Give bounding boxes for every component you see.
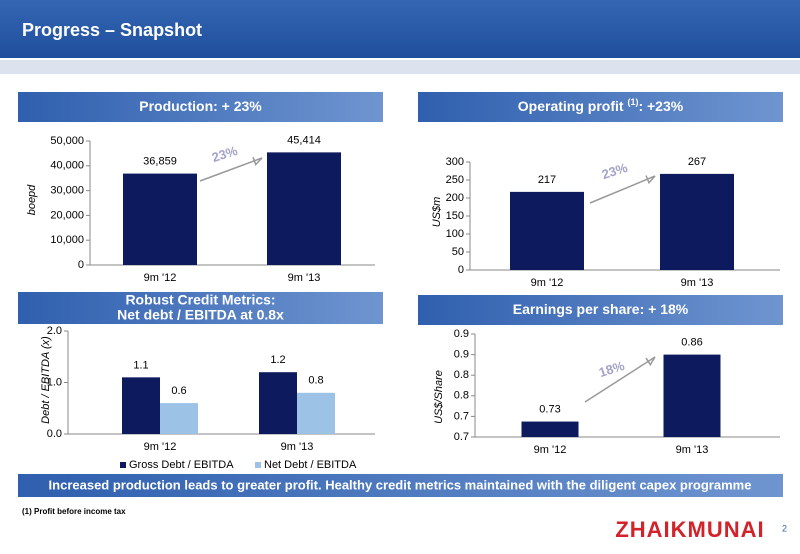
- y-tick-label: 0.8: [454, 369, 469, 381]
- bar: [297, 392, 335, 434]
- growth-arrowhead: [252, 156, 263, 166]
- x-tick-label: 9m '12: [534, 444, 567, 456]
- y-tick-label: 100: [446, 228, 464, 240]
- chart-banner: [418, 92, 783, 122]
- growth-annotation: 18%: [597, 358, 627, 380]
- chart-title-main: Operating profit: [518, 98, 628, 114]
- y-axis-label: US$m: [431, 197, 443, 228]
- bar: [160, 403, 198, 434]
- y-tick-label: 0: [458, 264, 464, 276]
- chart-title: Production: + 23%: [139, 98, 262, 114]
- x-tick-label: 9m '13: [681, 277, 714, 289]
- x-tick-label: 9m '13: [676, 444, 709, 456]
- data-label: 217: [538, 174, 556, 186]
- y-tick-label: 0: [78, 259, 84, 271]
- y-tick-label: 50: [452, 246, 464, 258]
- y-tick-label: 10,000: [50, 234, 84, 246]
- chart-banner: [18, 292, 383, 324]
- data-label: 0.86: [681, 337, 702, 349]
- y-tick-label: 150: [446, 210, 464, 222]
- y-tick-label: 200: [446, 192, 464, 204]
- chart-banner: [418, 295, 783, 325]
- bar: [510, 191, 584, 270]
- chart-title-main: Production: + 23%: [139, 98, 262, 114]
- growth-arrowhead: [645, 175, 656, 185]
- chart-title: Robust Credit Metrics:: [125, 292, 275, 308]
- y-tick-label: 250: [446, 174, 464, 186]
- slide-title: Progress – Snapshot: [22, 20, 202, 40]
- page-number: 2: [782, 523, 787, 533]
- bar: [122, 377, 160, 434]
- chart-banner: [18, 92, 383, 122]
- data-label: 0.8: [308, 375, 323, 387]
- growth-annotation: 23%: [600, 160, 630, 182]
- y-tick-label: 30,000: [50, 185, 84, 197]
- header-stripe: [0, 60, 800, 74]
- chart-title: Operating profit (1): +23%: [518, 97, 684, 113]
- data-label: 0.73: [539, 403, 560, 415]
- chart-title-note: (1): [627, 97, 638, 107]
- y-tick-label: 300: [446, 156, 464, 168]
- x-tick-label: 9m '13: [288, 272, 321, 284]
- growth-arrowhead: [645, 356, 656, 367]
- y-tick-label: 20,000: [50, 209, 84, 221]
- data-label: 0.6: [171, 385, 186, 397]
- x-tick-label: 9m '12: [144, 441, 177, 453]
- data-label: 267: [688, 156, 706, 168]
- y-tick-label: 50,000: [50, 135, 84, 147]
- data-label: 45,414: [287, 134, 321, 146]
- growth-arrow: [584, 356, 656, 403]
- chart-title: Earnings per share: + 18%: [513, 301, 689, 317]
- chart-title-tail: : +23%: [638, 98, 683, 114]
- legend-swatch: [120, 462, 126, 468]
- y-tick-label: 0.8: [454, 390, 469, 402]
- bar: [123, 173, 197, 265]
- data-label: 1.2: [270, 354, 285, 366]
- bar: [660, 173, 734, 270]
- bar: [663, 354, 721, 437]
- summary-text: Increased production leads to greater pr…: [49, 477, 752, 492]
- legend-swatch: [255, 462, 261, 468]
- y-tick-label: 0.9: [454, 349, 469, 361]
- growth-annotation: 23%: [210, 143, 240, 165]
- chart-title: Net debt / EBITDA at 0.8x: [117, 307, 284, 323]
- y-tick-label: 0.9: [454, 328, 469, 340]
- y-tick-label: 0.7: [454, 410, 469, 422]
- x-tick-label: 9m '13: [281, 441, 314, 453]
- growth-arrow: [589, 175, 656, 204]
- y-tick-label: 40,000: [50, 160, 84, 172]
- data-label: 36,859: [143, 155, 177, 167]
- y-tick-label: 2.0: [47, 325, 62, 337]
- footnote: (1) Profit before income tax: [22, 507, 126, 516]
- logo: ZHAIKMUNAI: [615, 517, 764, 542]
- y-tick-label: 1.0: [47, 376, 62, 388]
- data-label: 1.1: [133, 359, 148, 371]
- bar: [267, 152, 341, 265]
- header-bar: [0, 0, 800, 58]
- x-tick-label: 9m '12: [531, 277, 564, 289]
- bar: [259, 372, 297, 434]
- legend-label: Net Debt / EBITDA: [264, 459, 357, 471]
- y-tick-label: 0.7: [454, 431, 469, 443]
- y-axis-label: boepd: [26, 184, 38, 215]
- summary-banner: [18, 474, 783, 497]
- x-tick-label: 9m '12: [144, 272, 177, 284]
- chart-title-main: Earnings per share: + 18%: [513, 301, 689, 317]
- y-axis-label: US$/Share: [433, 370, 445, 424]
- y-tick-label: 0.0: [47, 428, 62, 440]
- bar: [521, 421, 579, 437]
- growth-arrow: [199, 157, 263, 182]
- legend-label: Gross Debt / EBITDA: [129, 459, 234, 471]
- y-axis-label: Debt / EBITDA (x): [40, 336, 52, 424]
